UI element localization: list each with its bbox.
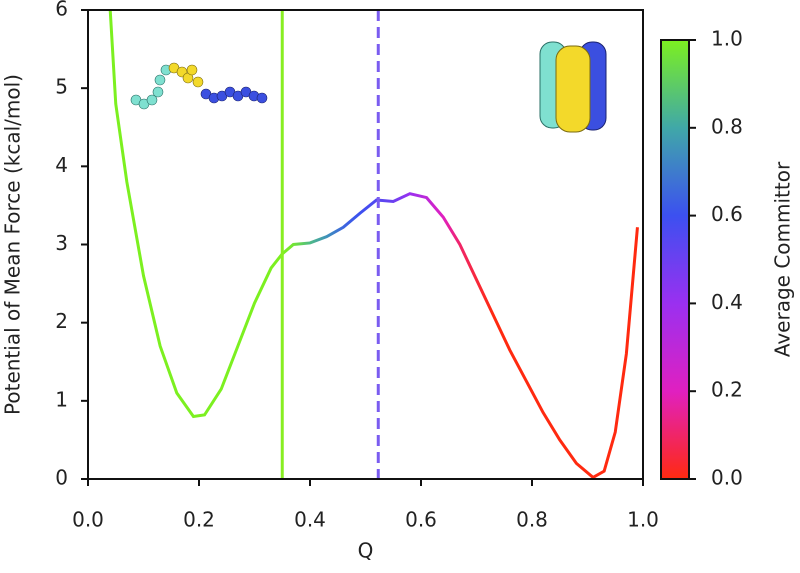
colorbar-tick-label: 0.2: [711, 378, 743, 402]
x-axis-label: Q: [358, 539, 374, 563]
x-tick-label: 1.0: [627, 508, 659, 532]
colorbar-tick-label: 1.0: [711, 27, 743, 51]
x-tick-label: 0.6: [405, 508, 437, 532]
y-tick-label: 3: [55, 231, 68, 255]
x-tick-label: 0.2: [183, 508, 215, 532]
colorbar-tick-label: 0.4: [711, 290, 743, 314]
unfolded-structure-image: [130, 62, 268, 110]
colorbar-tick-label: 0.0: [711, 466, 743, 490]
colorbar-label: Average Committor: [771, 161, 795, 357]
y-tick-label: 6: [55, 0, 68, 21]
colorbar: [660, 39, 690, 480]
x-tick-label: 0.4: [294, 508, 326, 532]
y-tick-label: 2: [55, 309, 68, 333]
plot-frame: [87, 9, 644, 480]
y-tick-label: 5: [55, 75, 68, 99]
y-tick-label: 1: [55, 387, 68, 411]
colorbar-tick-label: 0.8: [711, 114, 743, 138]
x-tick-label: 0.8: [516, 508, 548, 532]
y-axis-label: Potential of Mean Force (kcal/mol): [1, 74, 25, 415]
colorbar-tick-label: 0.6: [711, 202, 743, 226]
x-tick-label: 0.0: [72, 508, 104, 532]
y-tick-label: 0: [55, 466, 68, 490]
pmf-line: [108, 10, 639, 479]
y-tick-label: 4: [55, 153, 68, 177]
folded-structure-image: [539, 41, 607, 133]
